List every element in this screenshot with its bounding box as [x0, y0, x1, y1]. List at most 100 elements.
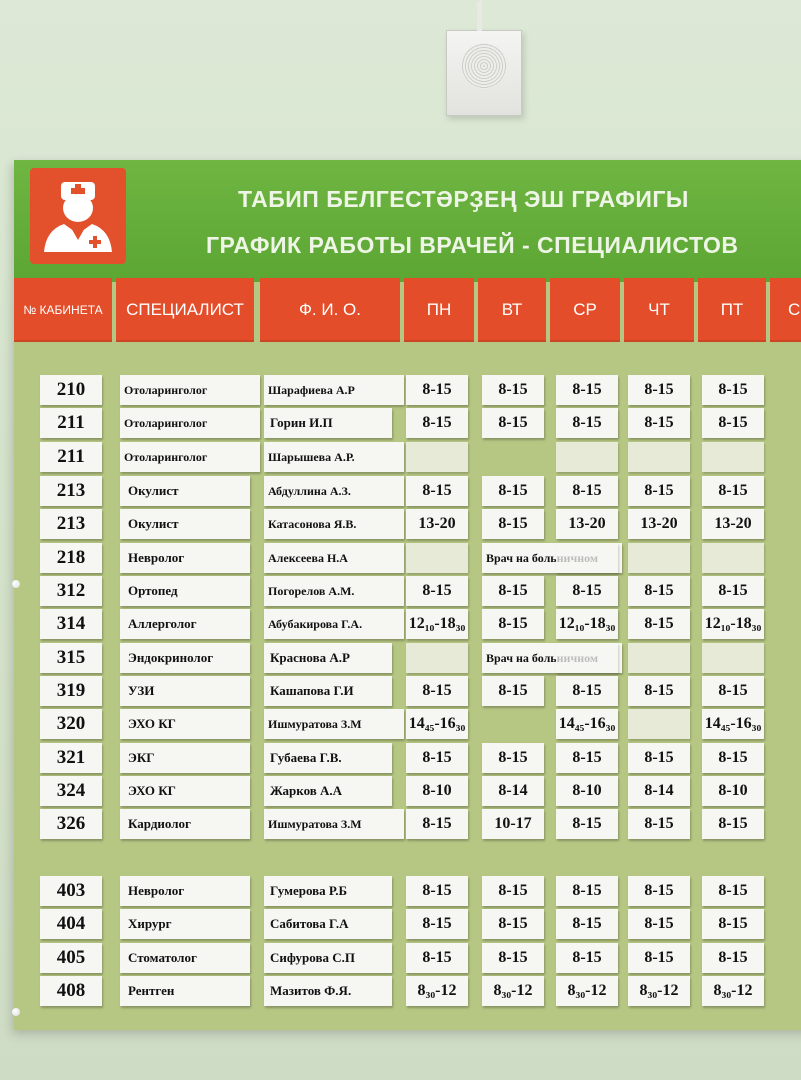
empty-time-slot: [628, 709, 690, 739]
empty-time-slot: [406, 543, 468, 573]
empty-time-slot: [702, 643, 764, 673]
schedule-board: ТАБИП БЕЛГЕСТӘРҘЕҢ ЭШ ГРАФИГЫ ГРАФИК РАБ…: [12, 160, 801, 1030]
time-slot-wed: 8-15: [556, 676, 618, 706]
time-slot-mon: 8-15: [406, 375, 468, 405]
specialist-label: Невролог: [120, 543, 250, 573]
specialist-label: ЭХО КГ: [120, 776, 250, 806]
specialist-label: Невролог: [120, 876, 250, 906]
time-slot-fri: 14₄₅-16₃₀: [702, 709, 764, 739]
sick-leave-note: Отоларинголог: [120, 442, 260, 472]
time-slot-tue: 8-15: [482, 408, 544, 438]
time-slot-tue: 8-15: [482, 576, 544, 606]
time-slot-mon: 14₄₅-16₃₀: [406, 709, 468, 739]
time-slot-wed: 8-10: [556, 776, 618, 806]
time-slot-wed: 8-15: [556, 576, 618, 606]
time-slot-mon: 12₁₀-18₃₀: [406, 609, 468, 639]
sick-leave-note: Ишмуратова З.М: [264, 709, 404, 739]
time-slot-mon: 8-10: [406, 776, 468, 806]
time-slot-fri: 12₁₀-18₃₀: [702, 609, 764, 639]
room-number: 213: [40, 509, 102, 539]
time-slot-mon: 8-15: [406, 809, 468, 839]
specialist-label: Ортопед: [120, 576, 250, 606]
time-slot-mon: 8-15: [406, 408, 468, 438]
sick-leave-note: Погорелов А.М.: [264, 576, 404, 606]
doctor-name: Кашапова Г.И: [264, 676, 392, 706]
time-slot-fri: 13-20: [702, 509, 764, 539]
room-number: 408: [40, 976, 102, 1006]
time-slot-wed: 8-15: [556, 743, 618, 773]
time-slot-thu: 8-15: [628, 476, 690, 506]
time-slot-tue: 8-15: [482, 943, 544, 973]
time-slot-fri: 8-15: [702, 375, 764, 405]
time-slot-thu: 8-14: [628, 776, 690, 806]
specialist-label: ЭХО КГ: [120, 709, 250, 739]
doctor-name: Гумерова Р.Б: [264, 876, 392, 906]
room-number: 210: [40, 375, 102, 405]
room-number: 312: [40, 576, 102, 606]
time-slot-fri: 8-15: [702, 876, 764, 906]
time-slot-fri: 8-15: [702, 408, 764, 438]
sick-leave-note: Отоларинголог: [120, 408, 260, 438]
room-number: 314: [40, 609, 102, 639]
empty-time-slot: [556, 643, 618, 673]
empty-time-slot: [628, 442, 690, 472]
specialist-label: Окулист: [120, 509, 250, 539]
time-slot-wed: 8-15: [556, 943, 618, 973]
speaker-cable: [477, 1, 482, 31]
specialist-label: Стоматолог: [120, 943, 250, 973]
sick-leave-note: Алексеева Н.А: [264, 543, 404, 573]
time-slot-fri: 8-15: [702, 743, 764, 773]
time-slot-fri: 8-15: [702, 943, 764, 973]
doctor-name: Горин И.П: [264, 408, 392, 438]
pushpin: [12, 1008, 20, 1016]
time-slot-tue: 8-15: [482, 476, 544, 506]
title-bashkir: ТАБИП БЕЛГЕСТӘРҘЕҢ ЭШ ГРАФИГЫ: [238, 186, 689, 212]
room-number: 320: [40, 709, 102, 739]
time-slot-thu: 8-15: [628, 876, 690, 906]
time-slot-wed: 12₁₀-18₃₀: [556, 609, 618, 639]
time-slot-tue: 8-15: [482, 909, 544, 939]
time-slot-fri: 8-15: [702, 476, 764, 506]
wall-speaker: [446, 1, 522, 116]
header-room: № КАБИНЕТА: [14, 278, 112, 342]
room-number: 218: [40, 543, 102, 573]
room-number: 211: [40, 442, 102, 472]
time-slot-mon: 8-15: [406, 943, 468, 973]
time-slot-fri: 8-15: [702, 909, 764, 939]
sick-leave-note: Абдуллина А.З.: [264, 476, 404, 506]
time-slot-tue: 10-17: [482, 809, 544, 839]
time-slot-thu: 8-15: [628, 676, 690, 706]
header-wed: СР: [550, 278, 620, 342]
header-thu: ЧТ: [624, 278, 694, 342]
header-name: Ф. И. О.: [260, 278, 400, 342]
time-slot-tue: 8-15: [482, 509, 544, 539]
room-number: 319: [40, 676, 102, 706]
room-number: 213: [40, 476, 102, 506]
doctor-name: Краснова А.Р: [264, 643, 392, 673]
time-slot-wed: 8-15: [556, 876, 618, 906]
specialist-label: Эндокринолог: [120, 643, 250, 673]
room-number: 324: [40, 776, 102, 806]
doctor-name: Сифурова С.П: [264, 943, 392, 973]
time-slot-wed: 13-20: [556, 509, 618, 539]
room-number: 326: [40, 809, 102, 839]
header-specialist: СПЕЦИАЛИСТ: [116, 278, 254, 342]
time-slot-mon: 8-15: [406, 576, 468, 606]
time-slot-thu: 8-15: [628, 408, 690, 438]
time-slot-tue: 8₃₀-12: [482, 976, 544, 1006]
time-slot-thu: 8-15: [628, 909, 690, 939]
doctor-name: Жарков А.А: [264, 776, 392, 806]
empty-time-slot: [556, 543, 618, 573]
time-slot-thu: 8-15: [628, 743, 690, 773]
doctor-name: Губаева Г.В.: [264, 743, 392, 773]
room-number: 405: [40, 943, 102, 973]
specialist-label: Окулист: [120, 476, 250, 506]
header-sat: С: [770, 278, 801, 342]
doctor-icon: [30, 168, 126, 264]
room-number: 403: [40, 876, 102, 906]
time-slot-wed: 8-15: [556, 909, 618, 939]
empty-time-slot: [406, 442, 468, 472]
doctor-name: Сабитова Г.А: [264, 909, 392, 939]
header-tue: ВТ: [478, 278, 546, 342]
time-slot-fri: 8-15: [702, 676, 764, 706]
